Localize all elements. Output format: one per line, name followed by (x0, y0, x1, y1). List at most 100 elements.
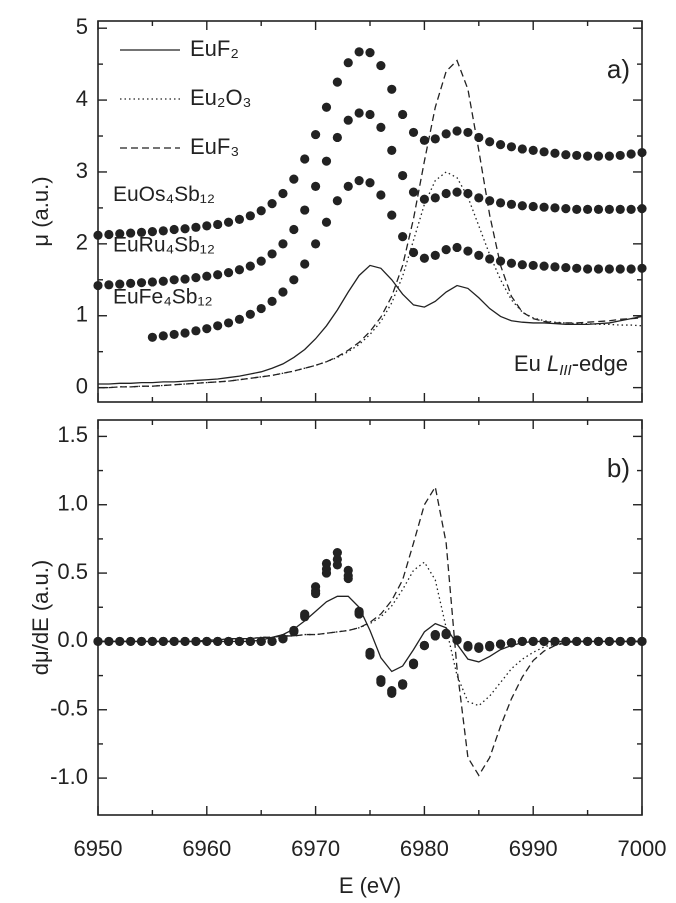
data-point (463, 188, 473, 199)
data-point (191, 222, 201, 232)
y-tick-label: 1.5 (57, 422, 88, 447)
data-point (561, 204, 571, 214)
data-point (463, 642, 473, 652)
data-point (550, 148, 560, 158)
data-point (441, 629, 451, 640)
data-point (637, 636, 647, 647)
data-point (583, 636, 593, 647)
data-point (517, 144, 527, 154)
data-point (550, 262, 560, 272)
data-point (191, 326, 201, 336)
data-point (223, 268, 234, 278)
data-point (506, 258, 517, 268)
data-point (332, 77, 342, 87)
data-point (245, 309, 255, 319)
data-point (539, 202, 549, 212)
data-point (572, 150, 582, 161)
data-point (430, 250, 440, 260)
data-point (180, 328, 190, 338)
x-tick-label: 6950 (74, 836, 123, 861)
data-point (561, 636, 571, 647)
data-point (202, 271, 212, 281)
data-point (387, 84, 397, 94)
data-point (398, 170, 408, 181)
data-point (245, 261, 255, 271)
series-label: EuRu₄Sb₁₂ (113, 234, 215, 257)
data-point (180, 274, 190, 284)
data-point (256, 206, 266, 216)
data-point (365, 109, 375, 120)
panel-label: a) (607, 54, 630, 84)
data-point (343, 571, 353, 581)
data-point (583, 264, 593, 274)
annotation: Eu LIII-edge (514, 351, 628, 379)
y-tick-label: 1.0 (57, 491, 88, 516)
annotation-part: L (547, 351, 559, 376)
data-point (539, 636, 549, 647)
y-tick-label: -1.0 (50, 764, 88, 789)
panel-label: b) (607, 453, 630, 483)
data-point (300, 610, 310, 621)
y-tick-label: 3 (76, 158, 88, 183)
annotation-part: -edge (572, 351, 628, 376)
y-tick-label: 4 (76, 86, 88, 111)
x-tick-label: 6960 (182, 836, 231, 861)
data-point (126, 636, 136, 647)
data-point (506, 199, 517, 209)
data-point (572, 263, 582, 273)
data-point (408, 247, 419, 258)
data-point (365, 649, 375, 659)
data-point (626, 264, 636, 274)
data-point (343, 115, 353, 125)
data-point (583, 204, 593, 214)
data-point (311, 129, 321, 140)
data-point (398, 232, 408, 242)
data-point (180, 224, 190, 234)
data-point (289, 625, 299, 636)
data-point (213, 219, 223, 230)
data-point (115, 636, 125, 647)
data-point (223, 636, 234, 647)
data-point (528, 201, 538, 212)
data-point (615, 264, 625, 274)
data-point (202, 221, 212, 231)
data-point (528, 260, 538, 271)
data-point (376, 190, 386, 200)
data-point (202, 636, 212, 647)
data-point (136, 227, 147, 237)
data-point (278, 287, 288, 297)
data-point (485, 196, 495, 206)
data-point (267, 249, 277, 259)
data-point (115, 279, 125, 289)
data-point (223, 217, 234, 227)
data-point (408, 187, 419, 197)
data-point (550, 636, 560, 647)
data-point (474, 193, 484, 203)
data-point (115, 229, 125, 239)
data-point (387, 145, 397, 155)
data-point (289, 224, 299, 235)
data-point (332, 132, 342, 143)
data-point (104, 280, 114, 290)
data-point (387, 687, 397, 697)
data-point (408, 658, 419, 668)
data-point (267, 636, 277, 647)
data-point (506, 142, 517, 152)
data-point (615, 204, 625, 214)
data-point (169, 224, 179, 235)
data-point (245, 211, 255, 221)
data-point (615, 636, 625, 647)
data-point (495, 140, 506, 150)
data-line (98, 264, 643, 385)
data-point (637, 263, 647, 273)
data-point (354, 47, 364, 57)
x-tick-label: 6980 (400, 836, 449, 861)
data-line (98, 561, 642, 707)
data-point (223, 318, 234, 328)
data-point (354, 175, 364, 186)
plot-frame (97, 20, 643, 403)
data-point (104, 229, 114, 240)
legend-label: Eu₂O₃ (190, 85, 252, 110)
data-point (604, 264, 614, 274)
data-point (158, 226, 168, 236)
